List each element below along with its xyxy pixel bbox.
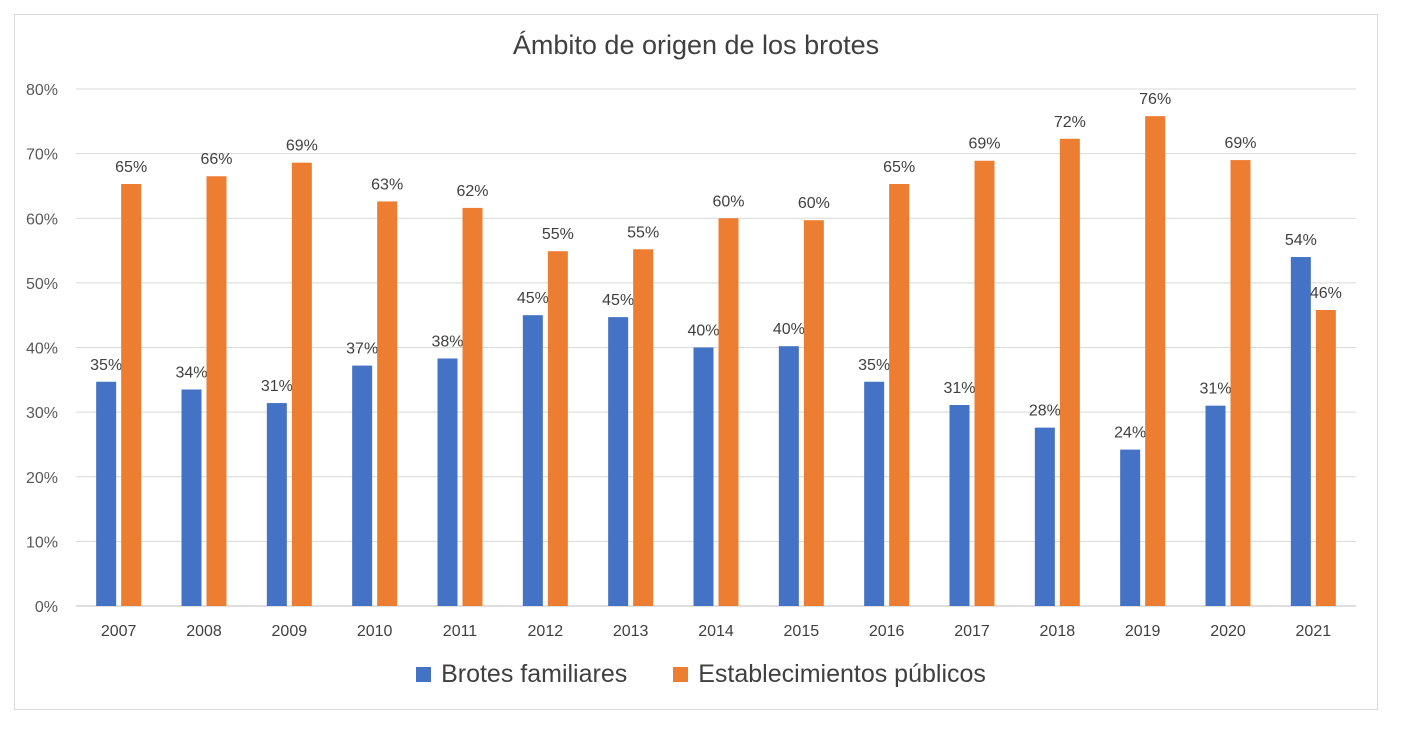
data-label-publicos: 60%: [712, 193, 744, 210]
data-label-publicos: 65%: [115, 159, 147, 176]
x-tick-label: 2008: [186, 623, 222, 640]
bar-familiares: [1120, 449, 1141, 606]
data-label-familiares: 40%: [773, 321, 805, 338]
y-tick-label: 80%: [26, 82, 58, 99]
x-tick-label: 2020: [1210, 623, 1246, 640]
data-label-publicos: 65%: [883, 159, 915, 176]
bar-publicos: [547, 251, 568, 607]
data-label-publicos: 55%: [542, 226, 574, 243]
bar-familiares: [949, 405, 970, 606]
bar-familiares: [522, 315, 543, 606]
data-label-publicos: 72%: [1054, 114, 1086, 131]
bar-publicos: [206, 176, 227, 606]
legend-swatch-publicos: [673, 667, 689, 682]
x-tick-label: 2013: [613, 623, 649, 640]
bar-publicos: [974, 160, 995, 606]
data-label-familiares: 40%: [687, 323, 719, 340]
x-tick-label: 2014: [698, 623, 734, 640]
bar-familiares: [1034, 427, 1055, 606]
data-label-publicos: 76%: [1139, 91, 1171, 108]
x-tick-label: 2011: [443, 623, 478, 640]
bar-publicos: [633, 249, 654, 606]
data-label-familiares: 28%: [1029, 403, 1061, 420]
data-label-publicos: 63%: [371, 176, 403, 193]
data-label-familiares: 34%: [175, 365, 207, 382]
bar-familiares: [96, 381, 117, 606]
data-label-familiares: 38%: [431, 333, 463, 350]
chart-title: Ámbito de origen de los brotes: [512, 30, 880, 60]
y-tick-label: 50%: [26, 276, 58, 293]
data-label-familiares: 54%: [1285, 232, 1317, 249]
bar-publicos: [377, 201, 398, 606]
data-label-publicos: 55%: [627, 224, 659, 241]
x-tick-label: 2012: [528, 623, 564, 640]
data-label-familiares: 37%: [346, 341, 378, 358]
y-tick-label: 20%: [26, 470, 58, 487]
bar-familiares: [1290, 257, 1311, 606]
data-label-familiares: 35%: [90, 357, 122, 374]
data-label-publicos: 46%: [1310, 285, 1342, 302]
data-label-familiares: 31%: [1199, 381, 1231, 398]
legend: Brotes familiares Establecimientos públi…: [0, 660, 1402, 689]
x-tick-label: 2021: [1296, 623, 1332, 640]
bar-familiares: [608, 317, 629, 606]
data-label-familiares: 45%: [517, 290, 549, 307]
bar-publicos: [1230, 160, 1251, 606]
bar-familiares: [437, 358, 458, 606]
legend-swatch-familiares: [416, 667, 432, 682]
data-label-familiares: 35%: [858, 357, 890, 374]
x-tick-label: 2009: [272, 623, 308, 640]
data-label-familiares: 31%: [943, 380, 975, 397]
bar-familiares: [693, 347, 714, 606]
bar-publicos: [1059, 138, 1080, 607]
x-tick-label: 2015: [784, 623, 820, 640]
y-tick-label: 0%: [35, 599, 58, 616]
data-label-familiares: 31%: [261, 378, 293, 395]
data-label-publicos: 69%: [968, 136, 1000, 153]
y-tick-label: 40%: [26, 341, 58, 358]
x-tick-label: 2007: [101, 623, 137, 640]
bar-publicos: [1145, 116, 1166, 606]
data-label-familiares: 24%: [1114, 425, 1146, 442]
x-tick-label: 2010: [357, 623, 393, 640]
x-tick-label: 2019: [1125, 623, 1161, 640]
y-tick-label: 10%: [26, 534, 58, 551]
y-tick-label: 70%: [26, 147, 58, 164]
data-label-publicos: 69%: [286, 138, 318, 155]
y-tick-label: 60%: [26, 211, 58, 228]
y-tick-label: 30%: [26, 405, 58, 422]
bar-familiares: [778, 346, 799, 606]
x-tick-label: 2018: [1040, 623, 1076, 640]
bar-publicos: [718, 218, 739, 606]
legend-item-familiares: Brotes familiares: [416, 660, 627, 689]
data-label-publicos: 69%: [1224, 135, 1256, 152]
data-label-publicos: 60%: [798, 195, 830, 212]
legend-label-familiares: Brotes familiares: [441, 660, 628, 688]
x-tick-label: 2016: [869, 623, 905, 640]
bar-familiares: [864, 381, 885, 606]
bar-publicos: [889, 183, 910, 606]
data-label-publicos: 66%: [200, 151, 232, 168]
bar-publicos: [291, 162, 312, 607]
legend-item-publicos: Establecimientos públicos: [673, 660, 986, 689]
bar-publicos: [462, 207, 483, 606]
bar-familiares: [266, 403, 287, 606]
bar-publicos: [1315, 310, 1336, 606]
bar-publicos: [803, 220, 824, 606]
bar-familiares: [181, 389, 202, 606]
legend-label-publicos: Establecimientos públicos: [698, 660, 986, 688]
bar-publicos: [121, 183, 142, 606]
bar-familiares: [352, 365, 373, 606]
data-label-publicos: 62%: [456, 183, 488, 200]
x-tick-label: 2017: [954, 623, 990, 640]
bar-familiares: [1205, 405, 1226, 606]
data-label-familiares: 45%: [602, 292, 634, 309]
